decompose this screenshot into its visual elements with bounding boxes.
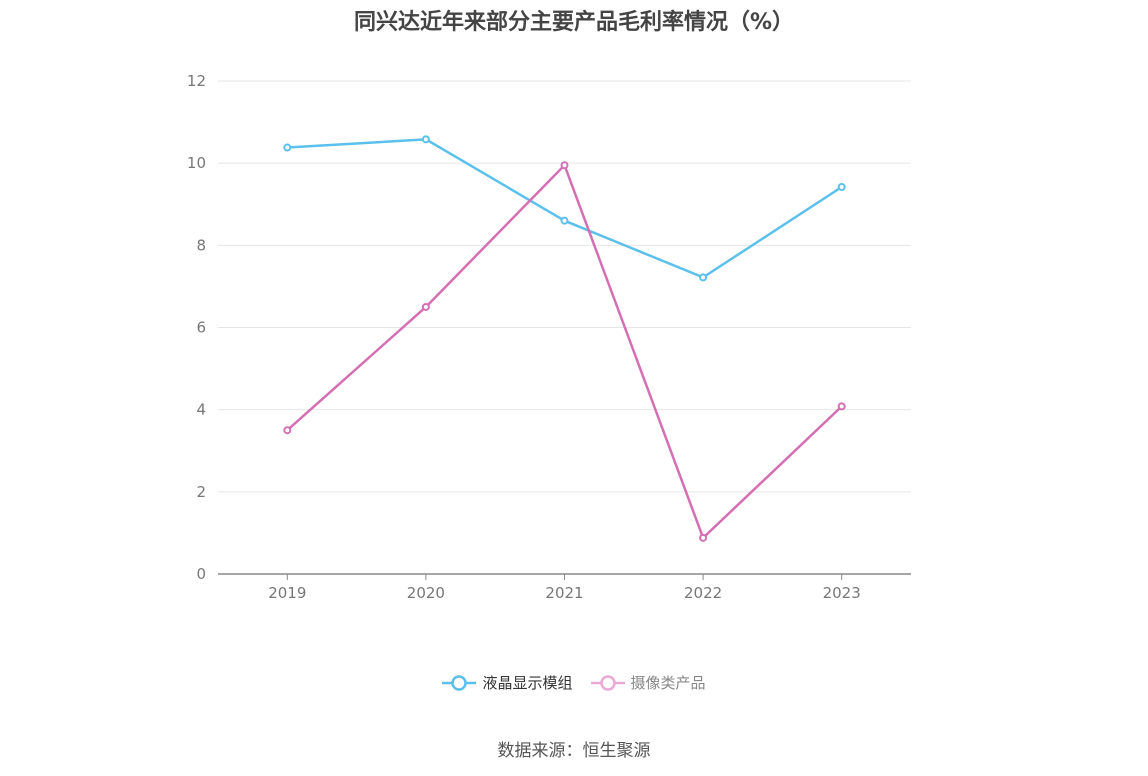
grid-lines [218,80,911,493]
legend-label: 液晶显示模组 [482,674,573,692]
y-tick-label: 0 [196,565,206,583]
y-tick-label: 2 [196,483,206,501]
data-point[interactable] [837,182,846,191]
line-chart: 0 2 4 6 8 10 12 2019 2020 2021 2022 2023 [187,72,911,602]
data-point[interactable] [699,533,708,542]
x-tick-label: 2022 [684,584,722,602]
y-tick-label: 8 [196,236,206,254]
y-tick-label: 4 [196,401,206,419]
legend-swatch-icon [590,674,625,691]
x-tick-label: 2019 [268,584,306,602]
legend-item[interactable]: 液晶显示模组 [442,672,573,693]
data-point[interactable] [283,143,292,152]
data-point[interactable] [837,402,846,411]
series-points [283,135,846,542]
legend-swatch-icon [442,674,477,691]
data-point[interactable] [421,135,430,144]
legend-item[interactable]: 摄像类产品 [590,672,706,693]
data-point[interactable] [560,216,569,225]
y-tick-label: 10 [187,154,206,172]
series-lines [286,138,843,540]
data-source: 数据来源：恒生聚源 [497,741,651,761]
y-axis: 0 2 4 6 8 10 12 [187,72,206,583]
y-tick-label: 12 [187,72,206,90]
data-point[interactable] [283,426,292,435]
legend: 液晶显示模组 摄像类产品 [0,672,1148,693]
series-line-1 [287,138,843,279]
data-point[interactable] [560,161,569,170]
x-tick-label: 2021 [545,584,583,602]
data-point[interactable] [421,302,430,311]
x-tick-label: 2020 [407,584,445,602]
y-tick-label: 6 [196,319,206,337]
x-axis: 2019 2020 2021 2022 2023 [218,573,911,602]
data-point[interactable] [699,273,708,282]
legend-label: 摄像类产品 [630,674,706,692]
chart-title: 同兴达近年来部分主要产品毛利率情况（%） [353,10,795,35]
x-tick-label: 2023 [823,584,861,602]
